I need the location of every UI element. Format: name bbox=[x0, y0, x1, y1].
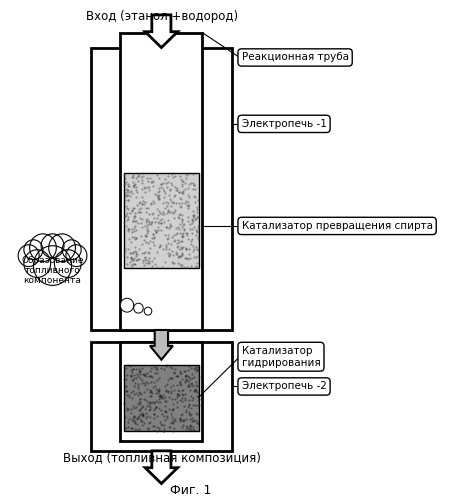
Circle shape bbox=[18, 245, 39, 266]
Bar bbox=[120, 33, 202, 330]
Text: Вход (этанол +водород): Вход (этанол +водород) bbox=[86, 10, 238, 23]
Bar bbox=[91, 342, 232, 451]
Bar bbox=[124, 365, 199, 431]
Polygon shape bbox=[145, 451, 177, 484]
Circle shape bbox=[134, 303, 143, 313]
Circle shape bbox=[66, 245, 87, 266]
Bar bbox=[124, 174, 199, 267]
Polygon shape bbox=[150, 330, 173, 360]
Circle shape bbox=[49, 234, 76, 261]
Text: Катализатор превращения спирта: Катализатор превращения спирта bbox=[242, 221, 433, 231]
Circle shape bbox=[24, 250, 51, 277]
Text: Фиг. 1: Фиг. 1 bbox=[170, 484, 211, 497]
Circle shape bbox=[30, 234, 56, 261]
Circle shape bbox=[120, 298, 134, 312]
Circle shape bbox=[144, 307, 152, 315]
Bar bbox=[120, 342, 202, 441]
Polygon shape bbox=[145, 15, 177, 47]
Text: Электропечь -1: Электропечь -1 bbox=[242, 119, 327, 129]
Text: Реакционная труба: Реакционная труба bbox=[242, 52, 349, 62]
Circle shape bbox=[54, 250, 81, 277]
Bar bbox=[91, 47, 232, 330]
Circle shape bbox=[24, 240, 43, 259]
Circle shape bbox=[34, 246, 72, 285]
Text: Катализатор
гидрирования: Катализатор гидрирования bbox=[242, 346, 320, 368]
Circle shape bbox=[62, 240, 81, 259]
Text: Образование
топливного
компонента: Образование топливного компонента bbox=[21, 255, 84, 285]
Text: Электропечь -2: Электропечь -2 bbox=[242, 381, 327, 391]
Circle shape bbox=[41, 234, 64, 257]
Text: Выход (топливная композиция): Выход (топливная композиция) bbox=[63, 451, 261, 464]
